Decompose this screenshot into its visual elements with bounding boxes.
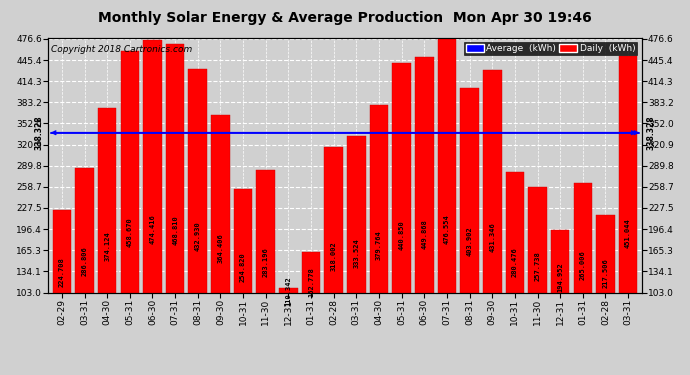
Text: 265.006: 265.006 (580, 250, 586, 280)
Bar (596, 215, 615, 292)
Text: 110.342: 110.342 (286, 276, 291, 306)
Text: 194.952: 194.952 (557, 262, 563, 292)
Text: 440.850: 440.850 (399, 220, 404, 250)
Bar (529, 188, 546, 292)
Bar (619, 56, 638, 292)
Text: 338.328: 338.328 (34, 116, 43, 150)
Bar (257, 170, 275, 292)
Bar (370, 105, 388, 292)
Text: 280.476: 280.476 (512, 248, 518, 277)
Text: 449.868: 449.868 (422, 219, 427, 249)
Text: 432.930: 432.930 (195, 222, 201, 251)
Text: 364.406: 364.406 (217, 233, 224, 263)
Bar (347, 136, 366, 292)
Text: 379.764: 379.764 (376, 231, 382, 260)
Bar (279, 288, 297, 292)
Bar (573, 183, 592, 292)
Bar (551, 230, 569, 292)
Bar (393, 63, 411, 292)
Bar (415, 57, 433, 292)
Text: 333.524: 333.524 (353, 238, 359, 268)
Bar (144, 40, 161, 292)
Bar (211, 115, 230, 292)
Legend: Average  (kWh), Daily  (kWh): Average (kWh), Daily (kWh) (464, 42, 637, 55)
Text: 257.738: 257.738 (535, 251, 540, 281)
Text: 474.416: 474.416 (150, 214, 155, 244)
Text: 283.196: 283.196 (263, 247, 268, 277)
Text: 468.810: 468.810 (172, 216, 178, 245)
Bar (483, 70, 502, 292)
Bar (437, 39, 456, 292)
Bar (234, 189, 253, 292)
Text: 374.124: 374.124 (104, 232, 110, 261)
Text: 338.328: 338.328 (647, 116, 656, 150)
Bar (52, 210, 71, 292)
Text: 217.506: 217.506 (602, 258, 609, 288)
Text: 224.708: 224.708 (59, 257, 65, 287)
Bar (166, 44, 184, 292)
Bar (188, 69, 207, 292)
Bar (302, 252, 320, 292)
Text: Monthly Solar Energy & Average Production  Mon Apr 30 19:46: Monthly Solar Energy & Average Productio… (98, 11, 592, 25)
Text: 254.820: 254.820 (240, 252, 246, 282)
Text: 476.554: 476.554 (444, 214, 450, 244)
Text: 458.670: 458.670 (127, 217, 133, 247)
Bar (460, 88, 479, 292)
Bar (506, 172, 524, 292)
Text: 318.002: 318.002 (331, 241, 337, 271)
Bar (121, 51, 139, 292)
Text: 403.902: 403.902 (466, 226, 473, 256)
Text: 162.778: 162.778 (308, 267, 314, 297)
Text: 286.806: 286.806 (81, 246, 88, 276)
Text: 451.044: 451.044 (625, 219, 631, 248)
Bar (324, 147, 343, 292)
Text: Copyright 2018 Cartronics.com: Copyright 2018 Cartronics.com (51, 45, 193, 54)
Text: 431.346: 431.346 (489, 222, 495, 252)
Bar (75, 168, 94, 292)
Bar (98, 108, 117, 292)
